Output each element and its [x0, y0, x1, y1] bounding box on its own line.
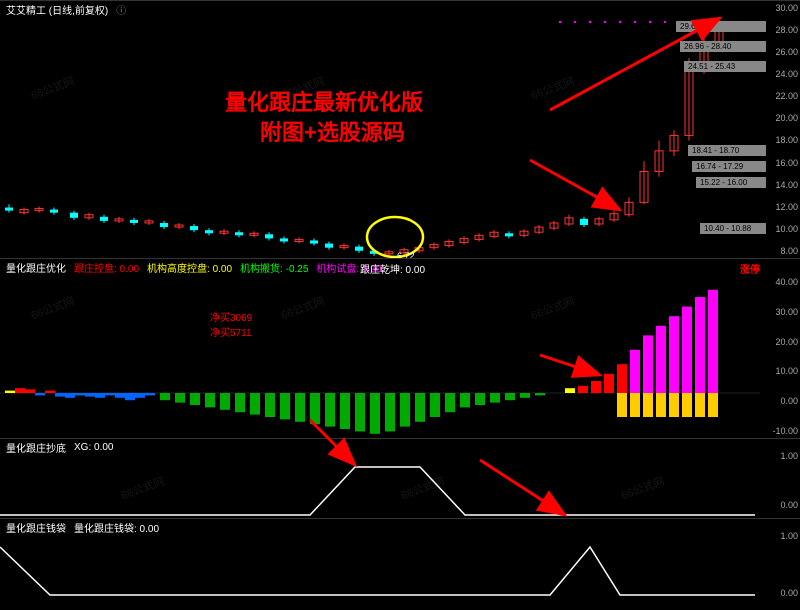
- panel4-header: 量化跟庄钱袋量化跟庄钱袋: 0.00: [0, 519, 800, 535]
- histogram-chart[interactable]: [0, 275, 760, 439]
- panel1-y-axis: 30.0028.0026.0024.0022.0020.0018.0016.00…: [766, 1, 798, 258]
- info-icon[interactable]: ⓘ: [116, 2, 126, 17]
- overlay-title-line1: 量化跟庄最新优化版: [225, 85, 423, 117]
- signal1-chart[interactable]: [0, 455, 760, 519]
- signal2-chart[interactable]: [0, 535, 760, 607]
- panel4-y-axis: 1.000.00: [766, 529, 798, 600]
- signal-panel-2[interactable]: 量化跟庄钱袋量化跟庄钱袋: 0.00 1.000.00: [0, 518, 800, 606]
- signal-panel-1[interactable]: 量化跟庄抄底XG: 0.00 1.000.00: [0, 438, 800, 518]
- panel3-header: 量化跟庄抄底XG: 0.00: [0, 439, 800, 455]
- overlay-title-line2: 附图+选股源码: [260, 115, 405, 147]
- panel2-right-label: 涨停: [740, 261, 760, 276]
- histogram-panel[interactable]: 量化跟庄优化跟庄控盘: 0.00机构高度控盘: 0.00机构搬货: -0.25机…: [0, 258, 800, 438]
- stock-title: 艾艾精工 (日线,前复权): [6, 2, 108, 17]
- panel2-y-axis: 40.0030.0020.0010.000.00-10.00: [766, 275, 798, 438]
- panel3-y-axis: 1.000.00: [766, 449, 798, 512]
- panel1-header: 艾艾精工 (日线,前复权) ⓘ: [0, 1, 800, 17]
- panel2-center-label: 跟庄乾坤: 0.00: [360, 261, 425, 276]
